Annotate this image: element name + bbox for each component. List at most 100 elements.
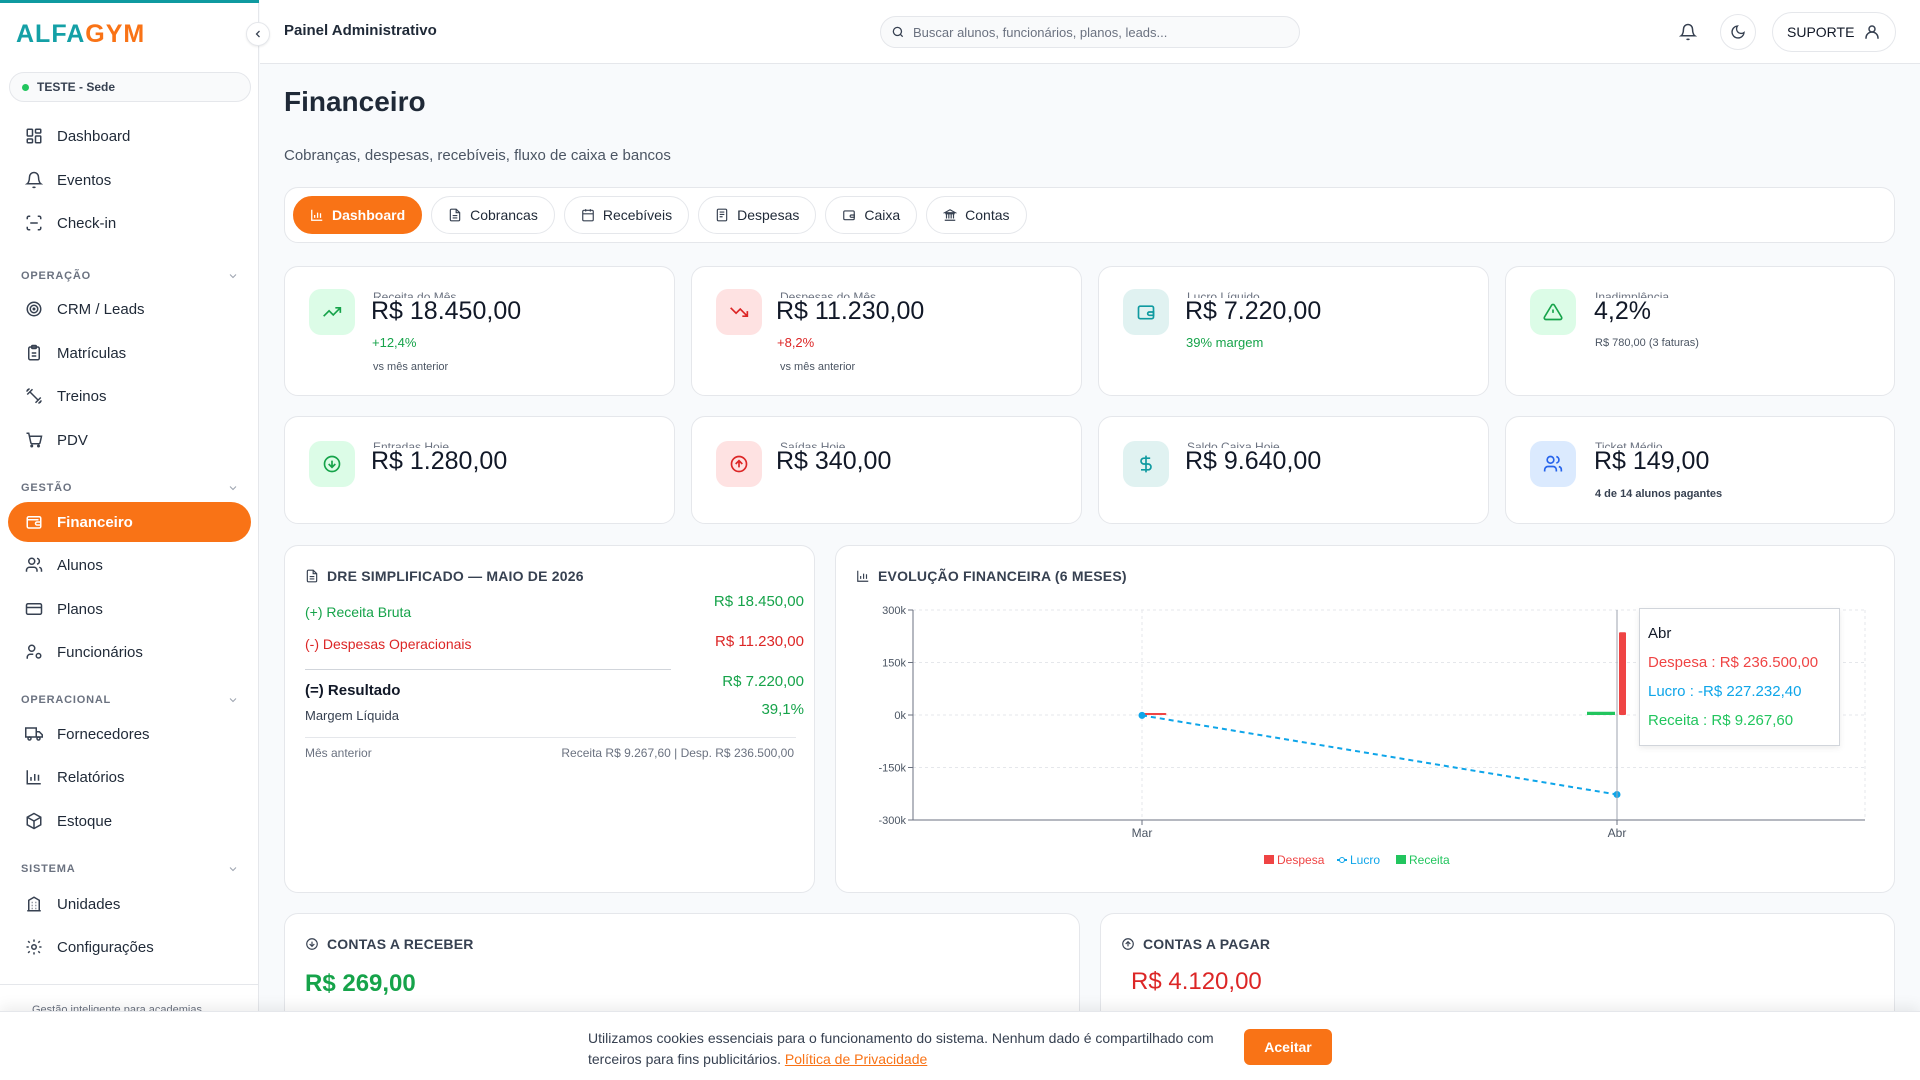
cart-icon (24, 430, 44, 450)
section-operacional[interactable]: OPERACIONAL (21, 694, 239, 706)
theme-toggle-button[interactable] (1720, 14, 1756, 50)
sidebar-item-estoque[interactable]: Estoque (8, 801, 251, 841)
section-gestao[interactable]: GESTÃO (21, 482, 239, 494)
bar-chart-icon (310, 208, 324, 222)
sidebar-collapse-button[interactable] (246, 22, 270, 46)
tab-caixa[interactable]: Caixa (825, 196, 918, 234)
pagar-title: CONTAS A PAGAR (1121, 936, 1270, 952)
clipboard-icon (24, 343, 44, 363)
sidebar-item-label: Eventos (57, 171, 112, 189)
page-title: Financeiro (284, 86, 426, 117)
kpi-label: Inadimplência (1595, 290, 1670, 298)
truck-icon (24, 724, 44, 744)
pagar-value: R$ 4.120,00 (1131, 968, 1262, 995)
user-icon (1863, 23, 1881, 41)
dre-title: DRE SIMPLIFICADO — MAIO DE 2026 (305, 568, 584, 584)
kpi-label: Lucro Líquido (1187, 290, 1260, 298)
tooltip-lucro: Lucro : -R$ 227.232,40 (1648, 683, 1802, 700)
kpi-value: R$ 9.640,00 (1185, 447, 1322, 475)
tab-recebiveis[interactable]: Recebíveis (563, 196, 690, 234)
dre-receita-label: (+) Receita Bruta (305, 604, 412, 620)
kpi-value: R$ 18.450,00 (371, 297, 522, 325)
card-icon (24, 599, 44, 619)
kpi-delta: +12,4% (372, 335, 417, 350)
legend-label: Lucro (1350, 853, 1380, 867)
dre-margem-label: Margem Líquida (305, 708, 399, 723)
sidebar-item-eventos[interactable]: Eventos (8, 160, 251, 200)
x-tick-label: Abr (1608, 826, 1627, 840)
brand-logo[interactable]: ALFAGYM (16, 20, 146, 48)
sidebar-item-checkin[interactable]: Check-in (8, 203, 251, 243)
tab-cobrancas[interactable]: Cobrancas (431, 196, 555, 234)
chart-tooltip: Abr Despesa : R$ 236.500,00 Lucro : -R$ … (1639, 608, 1840, 746)
users-icon (24, 555, 44, 575)
sidebar-item-fornecedores[interactable]: Fornecedores (8, 714, 251, 754)
dre-divider (305, 669, 671, 670)
search-bar[interactable] (880, 16, 1300, 48)
file-text-icon (305, 569, 319, 583)
sidebar-item-label: Dashboard (57, 127, 131, 145)
sidebar-item-financeiro[interactable]: Financeiro (8, 502, 251, 542)
sidebar-item-planos[interactable]: Planos (8, 589, 251, 629)
arrow-down-circle-icon (305, 937, 319, 951)
sidebar-item-pdv[interactable]: PDV (8, 420, 251, 460)
dumbbell-icon (24, 386, 44, 406)
gear-icon (24, 937, 44, 957)
y-tick-label: -150k (878, 763, 906, 775)
sidebar-item-funcionarios[interactable]: Funcionários (8, 632, 251, 672)
accept-cookies-button[interactable]: Aceitar (1244, 1029, 1332, 1065)
kpi-inadimplencia: Inadimplência 4,2% R$ 780,00 (3 faturas) (1505, 266, 1895, 396)
y-tick-label: 150k (882, 658, 906, 670)
kpi-delta: 39% margem (1186, 335, 1264, 350)
support-label: SUPORTE (1787, 24, 1855, 40)
search-input[interactable] (913, 24, 1293, 40)
support-button[interactable]: SUPORTE (1772, 12, 1896, 52)
chevron-left-icon (252, 28, 264, 40)
sidebar-item-dashboard[interactable]: Dashboard (8, 116, 251, 156)
sidebar-item-unidades[interactable]: Unidades (8, 884, 251, 924)
kpi-sub: vs mês anterior (373, 361, 449, 373)
tab-dashboard[interactable]: Dashboard (293, 196, 423, 234)
file-text-icon (448, 208, 462, 222)
kpi-label: Ticket Médio (1595, 440, 1663, 448)
tab-despesas[interactable]: Despesas (698, 196, 817, 234)
privacy-policy-link[interactable]: Política de Privacidade (784, 1051, 928, 1067)
section-sistema[interactable]: SISTEMA (21, 863, 239, 875)
arrow-down-circle-icon (309, 441, 355, 487)
legend-swatch (1396, 855, 1406, 864)
sidebar-item-label: Matrículas (57, 344, 127, 362)
sidebar-item-alunos[interactable]: Alunos (8, 545, 251, 585)
sidebar: ALFAGYM TESTE - Sede Dashboard Eventos C… (0, 0, 259, 1080)
dre-despesas-label: (-) Despesas Operacionais (305, 636, 472, 652)
section-operacao[interactable]: OPERAÇÃO (21, 270, 239, 282)
tooltip-title: Abr (1648, 625, 1672, 642)
moon-icon (1730, 24, 1746, 40)
kpi-value: R$ 149,00 (1594, 447, 1710, 475)
arrow-up-circle-icon (1121, 937, 1135, 951)
notifications-button[interactable] (1670, 14, 1706, 50)
kpi-delta: +8,2% (777, 335, 815, 350)
calendar-icon (581, 208, 595, 222)
tab-contas[interactable]: Contas (926, 196, 1027, 234)
kpi-value: R$ 7.220,00 (1185, 297, 1322, 325)
dollar-icon (1123, 441, 1169, 487)
y-tick-label: 300k (882, 605, 906, 617)
dre-resultado-label: (=) Resultado (305, 682, 401, 699)
dre-margem-value: 39,1% (761, 701, 804, 718)
sidebar-item-matriculas[interactable]: Matrículas (8, 333, 251, 373)
kpi-label: Entradas Hoje (373, 440, 450, 448)
sidebar-item-label: Planos (57, 600, 103, 618)
unit-selector[interactable]: TESTE - Sede (9, 72, 251, 102)
chevron-down-icon (227, 863, 239, 875)
sidebar-item-label: Fornecedores (57, 725, 150, 743)
kpi-sub: 4 de 14 alunos pagantes (1595, 488, 1723, 500)
users-icon (1530, 441, 1576, 487)
sidebar-item-treinos[interactable]: Treinos (8, 376, 251, 416)
kpi-value: 4,2% (1594, 297, 1651, 325)
sidebar-item-relatorios[interactable]: Relatórios (8, 757, 251, 797)
bar-despesa (1144, 713, 1167, 715)
kpi-label: Receita do Mês (373, 290, 457, 298)
sidebar-item-configuracoes[interactable]: Configurações (8, 927, 251, 967)
wallet-icon (1123, 289, 1169, 335)
sidebar-item-crm[interactable]: CRM / Leads (8, 289, 251, 329)
